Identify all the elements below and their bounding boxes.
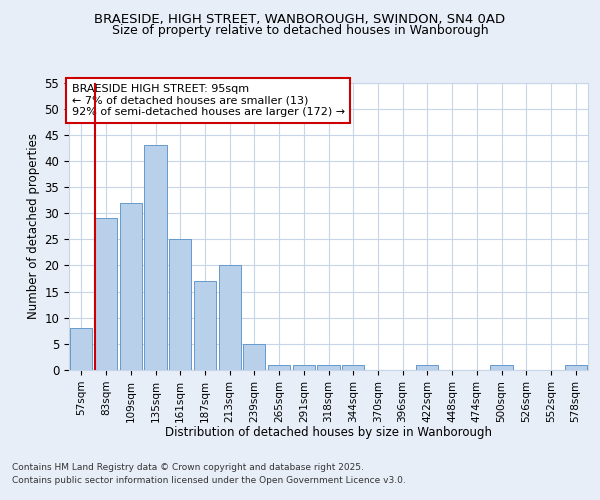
Text: BRAESIDE, HIGH STREET, WANBOROUGH, SWINDON, SN4 0AD: BRAESIDE, HIGH STREET, WANBOROUGH, SWIND…: [94, 12, 506, 26]
Text: Contains HM Land Registry data © Crown copyright and database right 2025.: Contains HM Land Registry data © Crown c…: [12, 464, 364, 472]
Y-axis label: Number of detached properties: Number of detached properties: [27, 133, 40, 320]
Bar: [268, 365, 290, 370]
Bar: [95, 218, 117, 370]
Bar: [119, 202, 142, 370]
X-axis label: Distribution of detached houses by size in Wanborough: Distribution of detached houses by size …: [165, 426, 492, 439]
Bar: [169, 240, 191, 370]
Bar: [565, 365, 587, 370]
Bar: [342, 365, 364, 370]
Bar: [218, 266, 241, 370]
Bar: [490, 365, 512, 370]
Bar: [70, 328, 92, 370]
Text: Size of property relative to detached houses in Wanborough: Size of property relative to detached ho…: [112, 24, 488, 37]
Bar: [293, 365, 315, 370]
Bar: [145, 145, 167, 370]
Bar: [317, 365, 340, 370]
Bar: [416, 365, 439, 370]
Text: BRAESIDE HIGH STREET: 95sqm
← 7% of detached houses are smaller (13)
92% of semi: BRAESIDE HIGH STREET: 95sqm ← 7% of deta…: [71, 84, 345, 117]
Text: Contains public sector information licensed under the Open Government Licence v3: Contains public sector information licen…: [12, 476, 406, 485]
Bar: [243, 344, 265, 370]
Bar: [194, 281, 216, 370]
